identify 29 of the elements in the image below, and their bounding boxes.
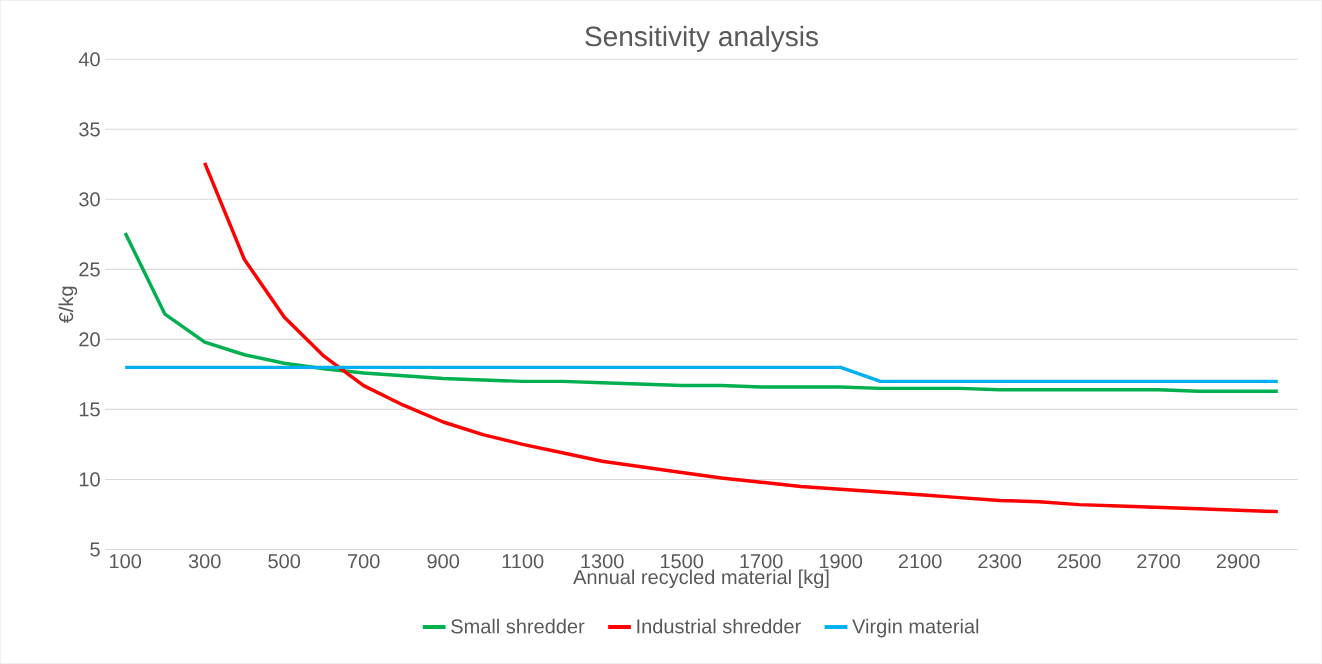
- legend-label: Virgin material: [852, 618, 979, 638]
- x-tick-label: 500: [268, 554, 301, 569]
- chart-title: Sensitivity analysis: [585, 25, 818, 53]
- y-tick-label: 25: [79, 262, 100, 277]
- y-tick-label: 20: [79, 332, 100, 347]
- y-tick-label: 40: [78, 52, 100, 67]
- y-tick-label: 10: [79, 472, 100, 487]
- x-tick-label: 300: [188, 554, 221, 569]
- x-tick-label: 1100: [502, 554, 544, 569]
- x-tick-label: 700: [348, 554, 380, 569]
- x-tick-label: 1500: [660, 554, 704, 569]
- x-tick-label: 1900: [819, 554, 863, 569]
- x-tick-label: 2900: [1216, 554, 1260, 569]
- x-axis-title: Annual recycled material [kg]: [573, 569, 829, 589]
- x-tick-label: 1700: [740, 554, 783, 569]
- x-tick-label: 900: [427, 554, 460, 569]
- y-axis-title: €/kg: [58, 286, 78, 324]
- y-tick-label: 15: [79, 402, 100, 417]
- x-tick-label: 2500: [1057, 554, 1101, 569]
- x-tick-label: 1300: [581, 554, 624, 569]
- legend-label: Small shredder: [451, 618, 585, 634]
- x-tick-label: 2700: [1137, 554, 1181, 569]
- y-tick-label: 35: [79, 122, 100, 137]
- x-tick-label: 2300: [978, 554, 1022, 569]
- x-tick-label: 100: [110, 554, 142, 569]
- x-tick-label: 2100: [898, 554, 942, 569]
- y-tick-label: 30: [79, 192, 100, 207]
- legend-label: Industrial shredder: [637, 618, 801, 634]
- y-tick-label: 5: [90, 542, 100, 557]
